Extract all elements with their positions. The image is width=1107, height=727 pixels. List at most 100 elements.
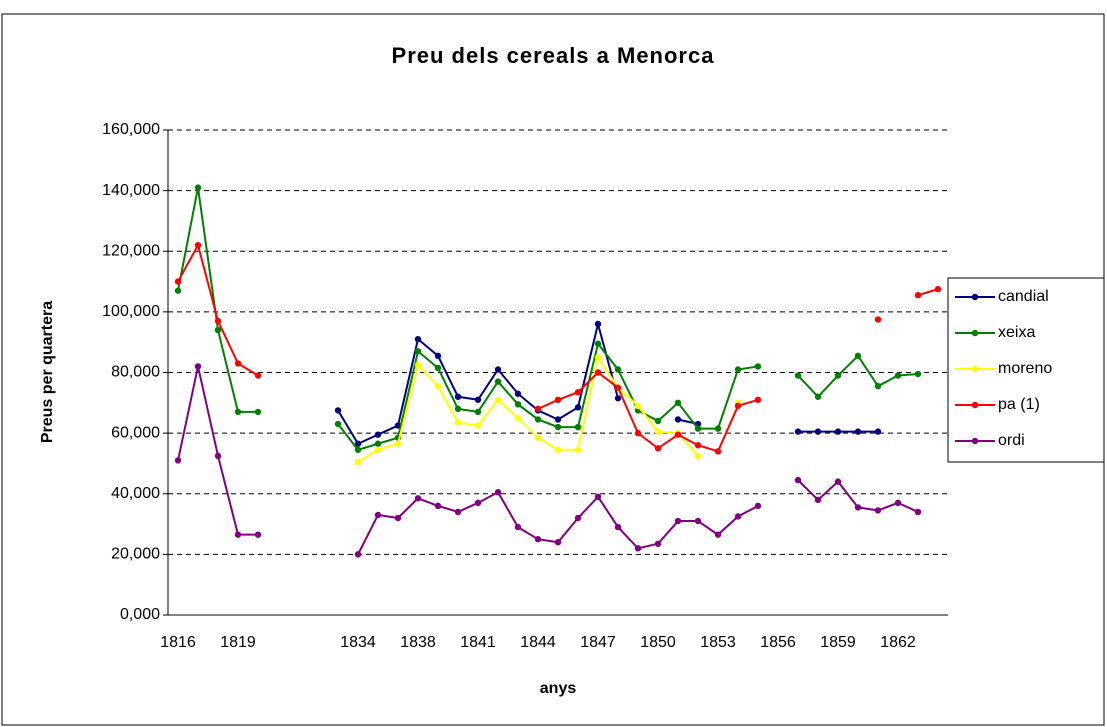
data-point [734,402,742,410]
legend-marker [971,293,979,301]
y-tick-label: 40,000 [111,485,160,502]
data-point [534,416,542,423]
data-point [934,285,942,293]
y-tick-label: 100,000 [102,303,160,320]
data-point [694,517,702,525]
data-point [834,478,842,485]
data-point [674,517,682,525]
data-point [414,495,422,502]
data-point [494,489,502,496]
data-point [354,551,362,558]
data-point [914,292,922,299]
legend-label: pa (1) [998,396,1040,413]
data-point [854,504,862,511]
data-point [854,428,862,435]
data-point [334,407,342,414]
legend-marker [971,329,979,337]
data-point [734,513,742,520]
data-point [454,508,462,516]
data-point [594,340,602,347]
x-axis-label: anys [540,680,577,697]
y-axis-label: Preus per quartera [39,301,56,443]
data-point [214,452,222,460]
data-point [694,452,702,460]
data-point [654,428,662,435]
y-tick-label: 120,000 [102,242,160,259]
data-point [554,446,562,453]
chart-title: Preu dels cereals a Menorca [392,43,715,68]
data-point [474,422,482,429]
data-point [394,514,402,522]
data-point [374,431,382,438]
data-point [394,440,402,447]
data-point [794,476,802,484]
x-tick-label: 1816 [160,634,196,651]
data-point [874,316,882,323]
data-point [814,428,822,435]
data-point [494,378,502,385]
data-point [614,523,622,531]
y-tick-label: 160,000 [102,121,160,138]
legend-label: candial [998,288,1049,305]
data-point [654,417,662,425]
data-point [194,241,202,249]
data-point [894,372,902,379]
legend-marker [971,401,979,409]
data-point [574,514,582,522]
x-tick-label: 1841 [460,634,496,651]
data-point [594,369,602,376]
data-point [914,370,922,378]
series-line [337,341,759,451]
data-point [694,442,702,449]
data-point [454,393,462,400]
series-line [537,371,759,453]
data-point [514,523,522,531]
x-tick-label: 1834 [340,634,376,651]
legend-marker [971,365,979,373]
data-point [374,446,382,453]
data-point [634,402,642,410]
data-point [554,396,562,403]
data-point [614,395,622,402]
data-point [434,352,442,360]
data-point [754,363,762,370]
y-tick-label: 0,000 [120,606,160,623]
data-point [214,326,222,334]
data-point [534,405,542,413]
data-point [594,493,602,500]
data-point [814,496,822,504]
data-point [874,382,882,390]
data-point [254,372,262,379]
data-point [574,404,582,411]
data-point [454,405,462,413]
x-tick-label: 1850 [640,634,676,651]
data-point [414,335,422,343]
series-line [917,288,939,297]
data-point [794,372,802,379]
x-tick-label: 1844 [520,634,556,651]
data-point [374,440,382,447]
data-point [874,507,882,514]
data-point [434,382,442,390]
data-point [254,408,262,416]
data-point [754,396,762,403]
data-point [714,448,722,455]
data-point [874,428,882,435]
y-tick-label: 140,000 [102,182,160,199]
data-point [634,429,642,437]
data-point [594,354,602,361]
data-point [534,536,542,543]
x-tick-label: 1862 [880,634,916,651]
data-point [494,366,502,373]
y-tick-label: 60,000 [111,424,160,441]
data-point [534,434,542,441]
data-point [254,531,262,538]
data-point [174,287,182,294]
data-point [374,511,382,519]
data-point [674,431,682,438]
data-point [234,360,242,367]
data-point [794,428,802,435]
chart-border [1,13,1105,726]
x-tick-label: 1859 [820,634,856,651]
